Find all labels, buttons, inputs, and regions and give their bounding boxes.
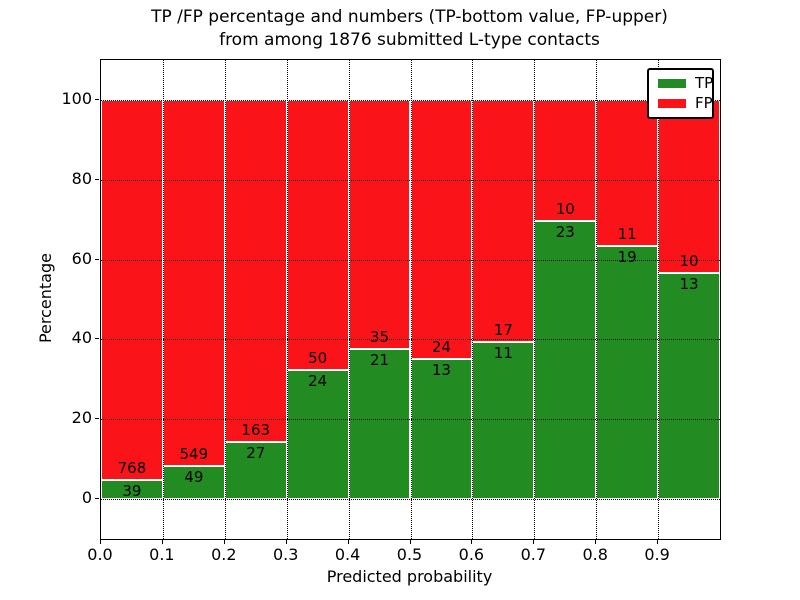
y-axis-tick [95, 258, 99, 260]
x-axis-tick [161, 540, 163, 544]
bar-tp-segment [162, 466, 225, 500]
x-tick-label: 0.2 [211, 545, 237, 564]
tp-count-label: 13 [679, 275, 699, 294]
legend-swatch-tp [658, 79, 686, 88]
plot-area: 768 39 549 49 163 27 50 24 35 21 24 13 17 11 10 23 11 19 1… [100, 59, 721, 540]
bar-fp-segment [162, 99, 225, 467]
x-tick-label: 0.1 [149, 545, 175, 564]
tp-count-label: 49 [184, 468, 204, 487]
x-axis-tick [285, 540, 287, 544]
bar-fp-segment [286, 99, 349, 370]
tp-count-label: 11 [493, 344, 513, 363]
chart-title-line2: from among 1876 submitted L-type contact… [219, 30, 600, 50]
bar-fp-segment [348, 99, 411, 350]
bar-fp-segment [101, 99, 163, 480]
legend-swatch-fp [658, 99, 686, 108]
x-tick-label: 0.5 [396, 545, 423, 564]
x-axis-label: Predicted probability [326, 567, 493, 586]
bar-tp-segment [348, 349, 411, 500]
vertical-gridline [658, 60, 660, 539]
y-tick-label: 0 [81, 488, 92, 508]
y-axis-label: Percentage [36, 253, 55, 344]
y-axis-tick [95, 418, 99, 420]
tp-count-label: 24 [308, 371, 328, 390]
vertical-gridline [162, 60, 164, 539]
vertical-gridline [410, 60, 412, 539]
fp-count-label: 10 [555, 199, 575, 218]
x-axis-tick [471, 540, 473, 544]
fp-count-label: 50 [308, 348, 328, 367]
fp-count-label: 11 [617, 225, 637, 244]
tp-count-label: 39 [122, 481, 142, 500]
x-axis-tick [533, 540, 535, 544]
bar-fp-segment [658, 99, 720, 274]
tp-count-label: 27 [246, 444, 266, 463]
x-axis-tick [657, 540, 659, 544]
bar-tp-segment [410, 358, 473, 500]
bar-fp-segment [534, 99, 597, 221]
fp-count-label: 17 [493, 321, 513, 340]
fp-count-label: 24 [431, 337, 451, 356]
x-axis-tick [347, 540, 349, 544]
y-axis-tick [95, 338, 99, 340]
chart-title-line1: TP /FP percentage and numbers (TP-bottom… [151, 7, 668, 27]
x-tick-label: 0.6 [458, 545, 485, 564]
bar-tp-segment [286, 369, 349, 500]
y-tick-label: 80 [71, 168, 92, 188]
fp-count-label: 35 [370, 328, 390, 347]
vertical-gridline [534, 60, 536, 539]
y-tick-label: 40 [71, 328, 92, 348]
x-tick-label: 0.8 [582, 545, 608, 564]
bar-tp-segment [596, 246, 659, 500]
bar-tp-segment [658, 273, 720, 500]
vertical-gridline [348, 60, 350, 539]
vertical-gridline [596, 60, 598, 539]
fp-count-label: 549 [179, 445, 209, 464]
vertical-gridline [472, 60, 474, 539]
fp-count-label: 10 [679, 252, 699, 271]
x-tick-label: 0.0 [87, 545, 113, 564]
x-axis-tick [100, 540, 101, 544]
bar-tp-segment [534, 220, 597, 500]
x-axis-tick [223, 540, 225, 544]
legend-label-fp: FP [695, 94, 713, 112]
vertical-gridline [286, 60, 288, 539]
y-tick-label: 20 [71, 408, 92, 428]
tp-count-label: 23 [555, 222, 575, 241]
tp-count-label: 13 [431, 360, 451, 379]
legend-entry-fp: FP [658, 94, 713, 112]
bar-tp-segment [101, 479, 163, 500]
tp-count-label: 21 [370, 351, 390, 370]
x-tick-label: 0.7 [520, 545, 547, 564]
chart-title: TP /FP percentage and numbers (TP-bottom… [100, 6, 719, 52]
legend: TP FP [647, 68, 714, 119]
x-tick-label: 0.3 [272, 545, 299, 564]
y-axis-tick [95, 178, 99, 180]
x-axis-tick [409, 540, 411, 544]
legend-label-tp: TP [695, 74, 714, 92]
y-tick-label: 60 [71, 248, 92, 268]
tp-count-label: 19 [617, 248, 637, 267]
y-axis-tick [95, 498, 99, 500]
x-tick-label: 0.4 [334, 545, 361, 564]
x-axis-tick [595, 540, 597, 544]
x-tick-label: 0.9 [644, 545, 670, 564]
fp-count-label: 768 [117, 458, 147, 477]
bar-fp-segment [224, 99, 287, 443]
y-axis-tick [95, 98, 99, 100]
bar-tp-segment [472, 342, 535, 500]
y-tick-label: 100 [61, 88, 92, 108]
bar-fp-segment [472, 99, 535, 343]
legend-entry-tp: TP [658, 74, 714, 92]
fp-count-label: 163 [241, 421, 271, 440]
bar-fp-segment [410, 99, 473, 359]
vertical-gridline [224, 60, 226, 539]
